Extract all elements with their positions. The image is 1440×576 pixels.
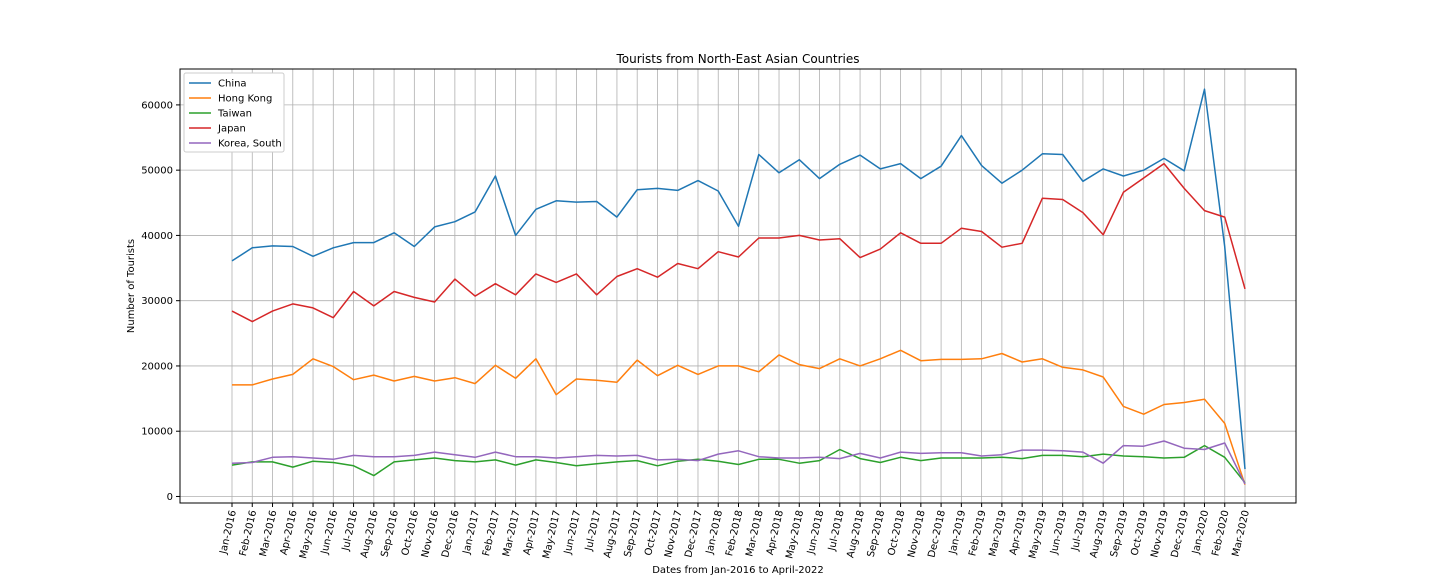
- x-tick-label: Feb-2017: [481, 509, 502, 557]
- x-tick-label: Sep-2018: [866, 509, 887, 558]
- x-tick-label: Jul-2017: [583, 509, 603, 553]
- x-tick-label: May-2019: [1027, 509, 1049, 560]
- series-line-china: [231, 88, 1246, 470]
- x-tick-label: Jun-2018: [805, 509, 826, 556]
- series-line-taiwan: [231, 444, 1246, 484]
- x-tick-label: Aug-2019: [1088, 509, 1110, 559]
- x-tick-label: Mar-2017: [501, 509, 522, 558]
- x-tick-label: Sep-2019: [1109, 509, 1130, 558]
- y-tick-label: 10000: [141, 427, 173, 438]
- x-tick-label: Jan-2020: [1190, 509, 1211, 556]
- x-tick-label: Jan-2017: [461, 509, 482, 556]
- x-tick-label: Jul-2018: [827, 509, 847, 553]
- x-tick-label: Dec-2019: [1170, 509, 1192, 559]
- x-tick-label: Dec-2016: [440, 509, 462, 559]
- x-tick-label: Feb-2019: [967, 509, 988, 557]
- x-tick-label: Nov-2018: [906, 509, 928, 559]
- x-tick-label: Sep-2017: [623, 509, 644, 558]
- x-tick-label: Jul-2019: [1070, 509, 1090, 553]
- legend-box: [183, 72, 285, 153]
- y-tick-label: 60000: [141, 100, 173, 111]
- x-tick-label: Jan-2018: [704, 509, 725, 556]
- x-tick-label: Aug-2017: [602, 509, 624, 559]
- x-tick-label: Oct-2018: [886, 509, 907, 557]
- y-tick-label: 40000: [141, 231, 173, 242]
- x-tick-label: Apr-2016: [279, 509, 300, 556]
- legend-label: Taiwan: [217, 109, 252, 120]
- y-tick-label: 0: [167, 492, 173, 503]
- y-tick-label: 20000: [141, 361, 173, 372]
- x-tick-label: Oct-2017: [643, 509, 664, 557]
- y-tick-labels: 0 10000 20000 30000 40000 50000 60000: [141, 100, 180, 503]
- x-tick-label: Aug-2016: [359, 509, 381, 559]
- x-tick-label: Oct-2016: [400, 509, 421, 557]
- y-axis-label: Number of Tourists: [126, 239, 137, 333]
- series-line-japan: [231, 162, 1246, 323]
- x-tick-label: Feb-2018: [724, 509, 745, 557]
- x-tick-label: Mar-2016: [258, 509, 279, 558]
- y-tick-label: 50000: [141, 166, 173, 177]
- x-tick-label: Aug-2018: [845, 509, 867, 559]
- x-tick-label: Nov-2016: [420, 509, 442, 559]
- legend-label: Korea, South: [218, 139, 282, 150]
- plot-frame: [179, 68, 1297, 504]
- x-tick-label: Dec-2017: [683, 509, 705, 559]
- x-tick-label: Feb-2020: [1210, 509, 1231, 557]
- x-tick-label: Feb-2016: [238, 509, 259, 557]
- y-tick-label: 30000: [141, 296, 173, 307]
- x-tick-label: Sep-2016: [380, 509, 401, 558]
- chart-title: Tourists from North-East Asian Countries: [616, 52, 860, 66]
- x-tick-label: Dec-2018: [926, 509, 948, 559]
- grid-lines: [180, 69, 1296, 503]
- series-line-hong-kong: [232, 349, 1246, 485]
- x-tick-label: Nov-2017: [663, 509, 685, 559]
- x-tick-label: Jul-2016: [340, 509, 360, 553]
- x-tick-label: Nov-2019: [1149, 509, 1171, 559]
- x-tick-label: May-2018: [784, 509, 806, 560]
- x-axis-label: Dates from Jan-2016 to April-2022: [652, 565, 824, 576]
- x-tick-label: Jun-2017: [562, 509, 583, 556]
- x-tick-label: Apr-2017: [522, 509, 543, 556]
- x-tick-label: May-2016: [298, 509, 320, 560]
- x-tick-label: Jan-2019: [947, 509, 968, 556]
- x-tick-label: Apr-2019: [1008, 509, 1029, 556]
- series-lines: [231, 88, 1246, 485]
- x-tick-label: Apr-2018: [765, 509, 786, 556]
- x-tick-label: Mar-2020: [1231, 509, 1252, 558]
- legend-label: Hong Kong: [218, 94, 272, 105]
- x-tick-label: Jun-2019: [1049, 509, 1070, 556]
- x-tick-label: Mar-2018: [744, 509, 765, 558]
- legend-label: Japan: [217, 124, 246, 135]
- legend-label: China: [218, 79, 247, 90]
- x-tick-label: Oct-2019: [1129, 509, 1150, 557]
- series-line-korea-south: [231, 440, 1246, 485]
- legend: China Hong Kong Taiwan Japan Korea, South: [183, 72, 285, 153]
- x-tick-label: May-2017: [541, 509, 563, 560]
- x-tick-label: Jun-2016: [319, 509, 340, 556]
- x-tick-label: Mar-2019: [987, 509, 1008, 558]
- x-tick-label: Jan-2016: [218, 509, 239, 556]
